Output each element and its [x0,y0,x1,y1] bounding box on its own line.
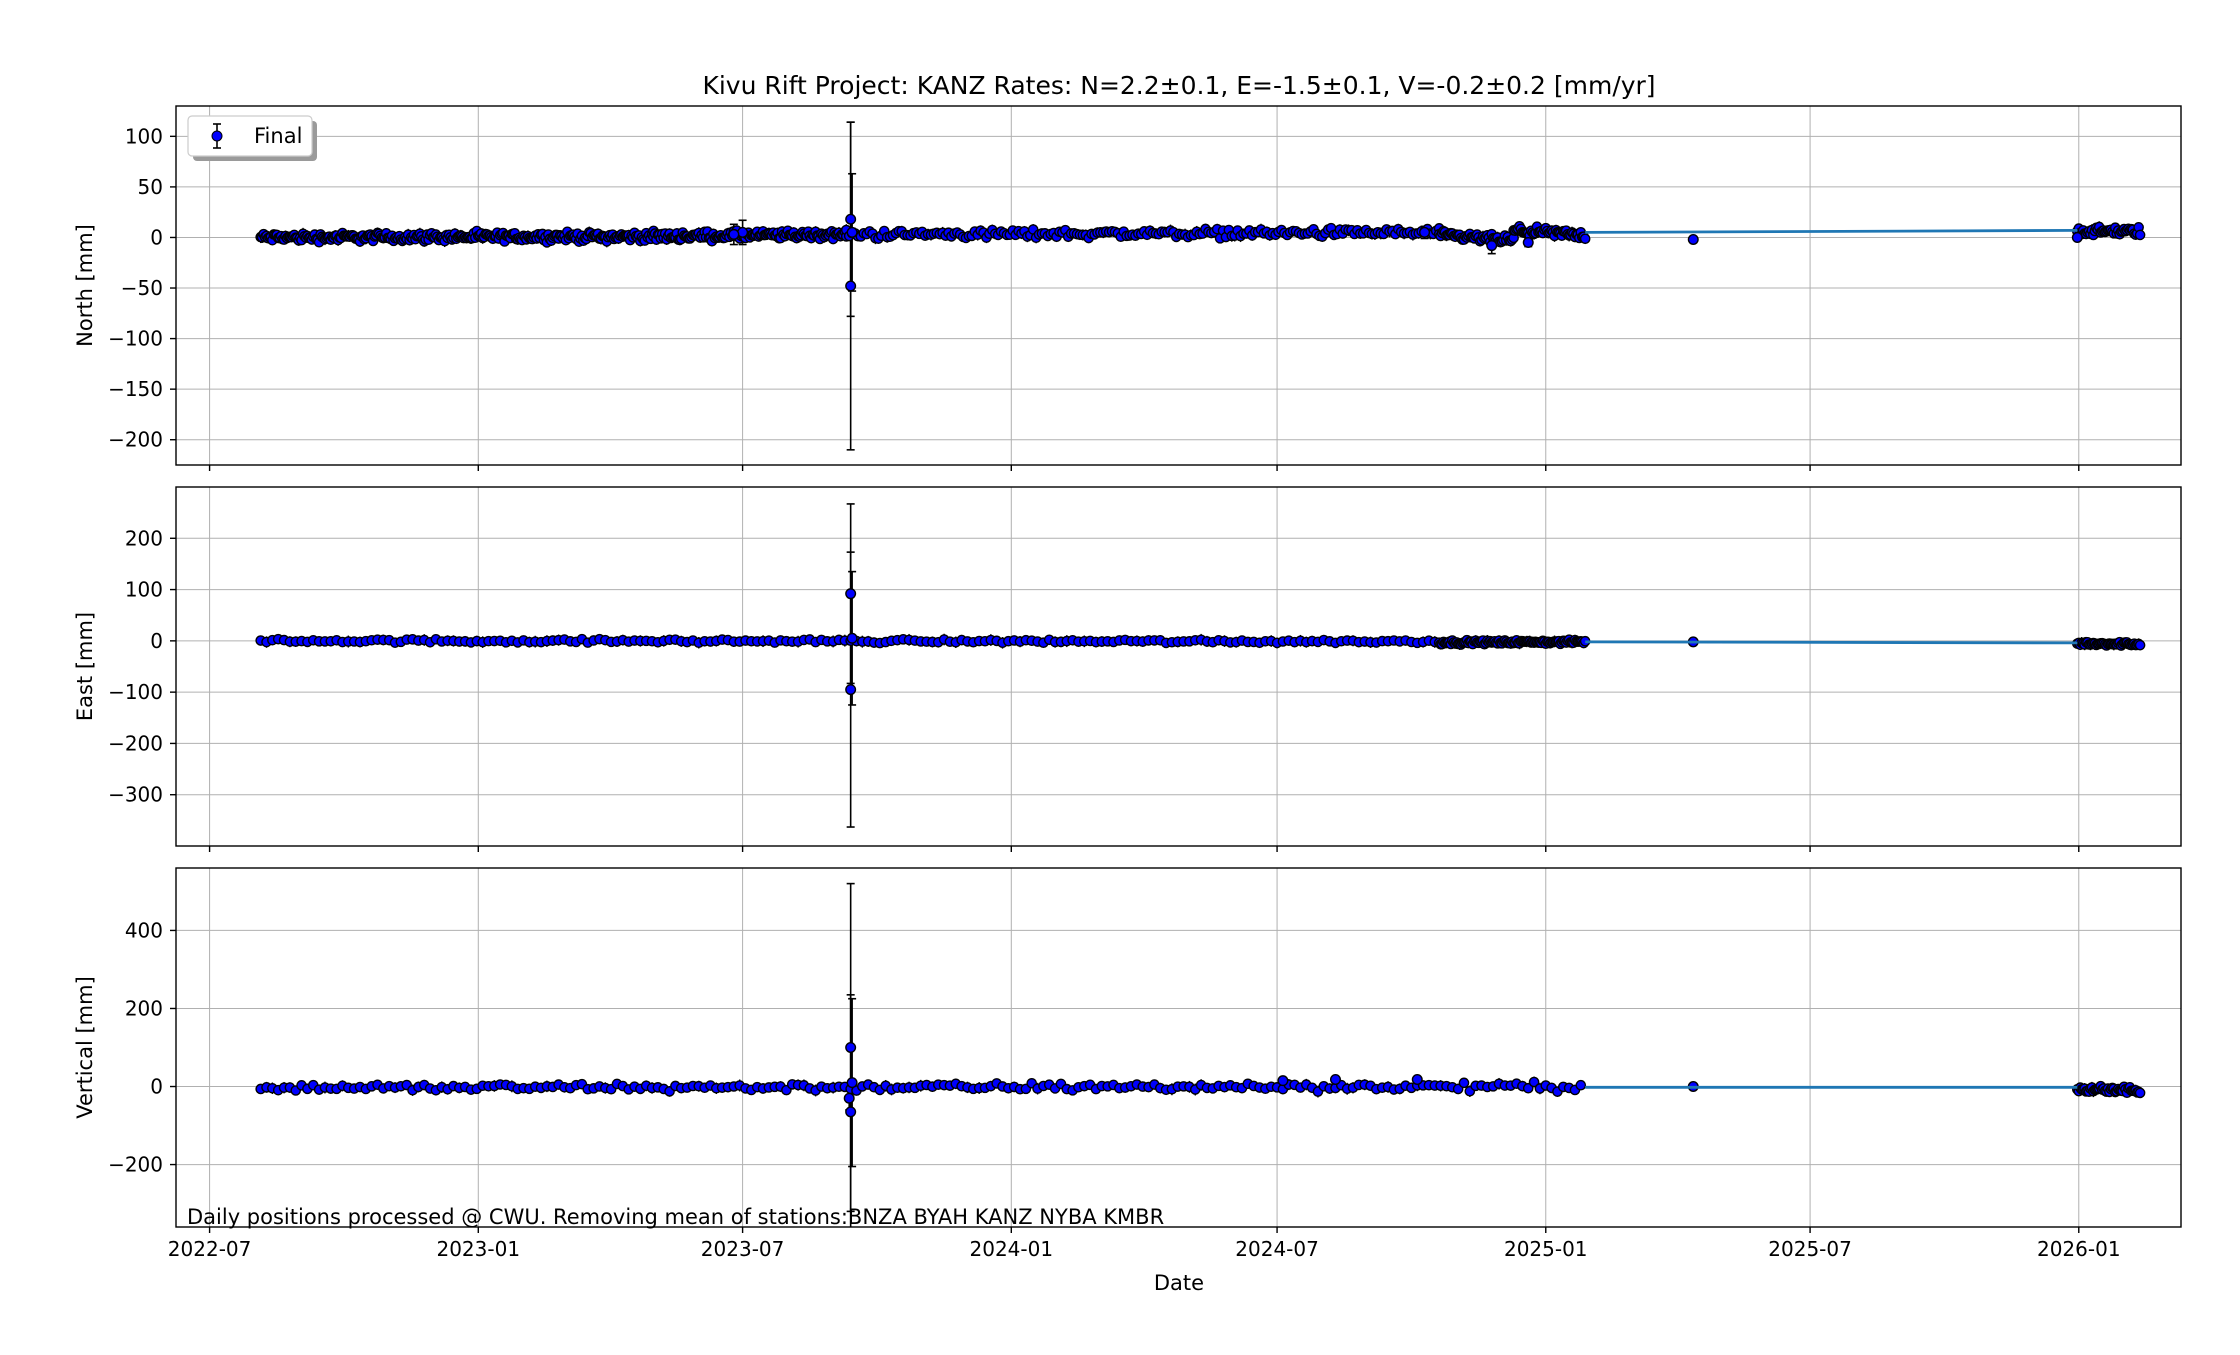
data-point [1411,1073,1423,1085]
data-point [1687,233,1699,245]
axes-frame-north [175,105,2182,466]
errorbars-east [259,503,2141,828]
y-tick-label: −200 [108,428,163,452]
y-axis-label-east: East [mm] [73,612,97,721]
data-point [728,228,740,240]
series-line-east [1585,640,2078,645]
data-point [1486,240,1498,252]
x-tick-label: 2026-01 [2037,1237,2121,1261]
data-point [2134,639,2146,651]
data-point [2134,1087,2146,1099]
data-point [2071,231,2083,243]
data-point [2134,229,2146,241]
data-point [1528,1076,1540,1088]
markers-north [255,213,2146,292]
y-tick-label: −100 [108,327,163,351]
figure-panels: 100 50 0 −50 −100 −150 −200 North [mm] 200 100 0 −1… [73,105,2182,1261]
plot-area-north [255,121,2146,451]
data-point [737,226,749,238]
legend-frame [187,115,313,157]
legend: Final [187,115,317,161]
data-point [846,226,858,238]
y-tick-label: 0 [150,225,163,249]
x-axis-label: Date [1154,1271,1204,1295]
y-axis-label-north: North [mm] [73,224,97,347]
y-tick-label: 0 [150,629,163,653]
y-tick-label: −150 [108,377,163,401]
plot-area-vertical [255,882,2146,1227]
x-tick-label: 2024-07 [1235,1237,1319,1261]
y-tick-label: 0 [150,1075,163,1099]
figure-title: Kivu Rift Project: KANZ Rates: N=2.2±0.1… [702,71,1655,100]
y-tick-label: −200 [108,1153,163,1177]
y-tick-label: −100 [108,680,163,704]
data-point [846,632,858,644]
legend-label: Final [254,124,302,148]
data-point [843,1092,855,1104]
x-tick-label: 2023-07 [701,1237,785,1261]
panel-east: 200 100 0 −100 −200 −300 East [mm] [73,486,2182,852]
y-tick-label: −300 [108,783,163,807]
data-point [1579,233,1591,245]
data-point [845,280,857,292]
x-tick-label: 2025-07 [1768,1237,1852,1261]
axes-frame-vertical [175,867,2182,1228]
legend-marker [211,130,223,142]
plot-area-east [255,503,2146,828]
markers-east [255,588,2146,696]
panel-vertical: 2022-07 2023-01 2023-07 2024-01 2024-07 2025-… [73,867,2182,1261]
y-tick-label: 200 [125,996,163,1020]
y-tick-label: −50 [121,276,163,300]
y-tick-label: 50 [138,175,163,199]
markers-vertical [255,1041,2146,1118]
y-tick-label: 200 [125,526,163,550]
series-line-north [1585,228,2078,234]
data-point [1522,237,1534,249]
axes-frame-east [175,486,2182,847]
y-tick-label: 400 [125,918,163,942]
data-point [1277,1075,1289,1087]
panel-north: 100 50 0 −50 −100 −150 −200 North [mm] [73,105,2182,471]
footnote: Daily positions processed @ CWU. Removin… [187,1205,1164,1229]
data-point [846,1077,858,1089]
x-tick-label: 2024-01 [970,1237,1054,1261]
data-point [845,213,857,225]
y-axis-label-vertical: Vertical [mm] [73,976,97,1119]
data-point [1458,1077,1470,1089]
data-point [845,588,857,600]
x-tick-label: 2025-01 [1504,1237,1588,1261]
data-point [1329,1073,1341,1085]
data-point [1575,1079,1587,1091]
x-tick-label: 2023-01 [436,1237,520,1261]
data-point [845,1041,857,1053]
x-tick-label: 2022-07 [168,1237,252,1261]
errorbars-north [259,121,2141,451]
data-point [845,684,857,696]
y-tick-label: −200 [108,731,163,755]
y-tick-label: 100 [125,124,163,148]
y-tick-label: 100 [125,578,163,602]
data-point [1419,226,1431,238]
errorbars-vertical [259,882,2141,1227]
data-point [845,1106,857,1118]
